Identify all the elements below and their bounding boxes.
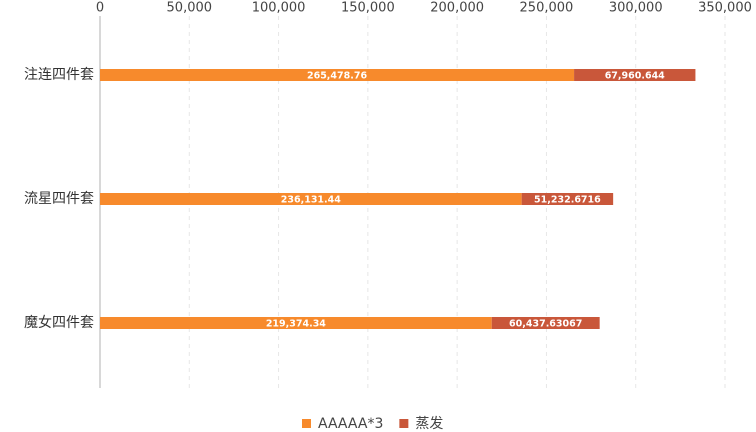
- x-tick-label: 50,000: [167, 1, 213, 16]
- x-tick-label: 200,000: [430, 1, 484, 16]
- x-tick-label: 150,000: [341, 1, 395, 16]
- y-tick-label: 注连四件套: [24, 67, 94, 83]
- x-tick-label: 0: [96, 1, 104, 16]
- x-tick-label: 250,000: [520, 1, 574, 16]
- value-label: 51,232.6716: [534, 195, 601, 206]
- x-tick-label: 350,000: [698, 1, 752, 16]
- x-tick-label: 100,000: [252, 1, 306, 16]
- legend-swatch: [302, 419, 311, 428]
- value-label: 236,131.44: [281, 195, 341, 206]
- value-label: 60,437.63067: [509, 319, 582, 330]
- legend-label: AAAAA*3: [318, 416, 383, 432]
- value-label: 265,478.76: [307, 71, 367, 82]
- bar-segment: [491, 317, 600, 329]
- bar-segment: [574, 69, 696, 81]
- bar-segment: [100, 317, 492, 329]
- x-tick-label: 300,000: [609, 1, 663, 16]
- legend-label: 蒸发: [415, 416, 443, 432]
- y-tick-label: 流星四件套: [24, 191, 94, 207]
- bar-segment: [100, 69, 575, 81]
- legend-swatch: [399, 419, 409, 428]
- value-label: 219,374.34: [266, 319, 326, 330]
- bar-segment: [521, 193, 614, 205]
- bar-segment: [100, 193, 522, 205]
- y-tick-label: 魔女四件套: [24, 314, 94, 331]
- value-label: 67,960.644: [605, 71, 665, 82]
